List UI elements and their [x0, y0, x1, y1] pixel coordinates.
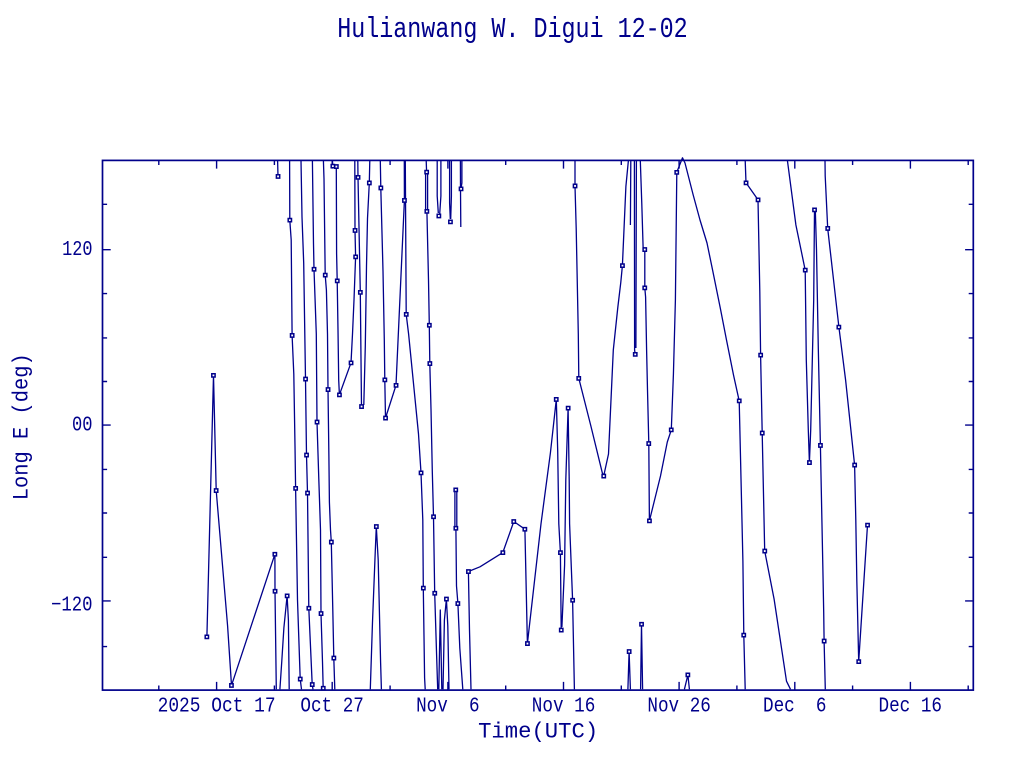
svg-text:Long E (deg): Long E (deg): [10, 353, 35, 500]
svg-text:Oct 27: Oct 27: [300, 696, 364, 719]
svg-text:2025 Oct 17: 2025 Oct 17: [158, 696, 276, 719]
svg-text:−120: −120: [51, 595, 93, 618]
svg-text:Nov 16: Nov 16: [532, 696, 596, 719]
svg-text:Nov 26: Nov 26: [647, 696, 711, 719]
svg-text:Dec 16: Dec 16: [879, 696, 943, 719]
svg-text:Hulianwang W. Digui 12-02: Hulianwang W. Digui 12-02: [337, 13, 688, 46]
svg-text:Nov 6: Nov 6: [416, 696, 480, 719]
svg-text:00: 00: [72, 415, 93, 438]
svg-text:Time(UTC): Time(UTC): [478, 720, 598, 745]
svg-text:Dec 6: Dec 6: [763, 696, 827, 719]
svg-text:120: 120: [62, 239, 92, 262]
